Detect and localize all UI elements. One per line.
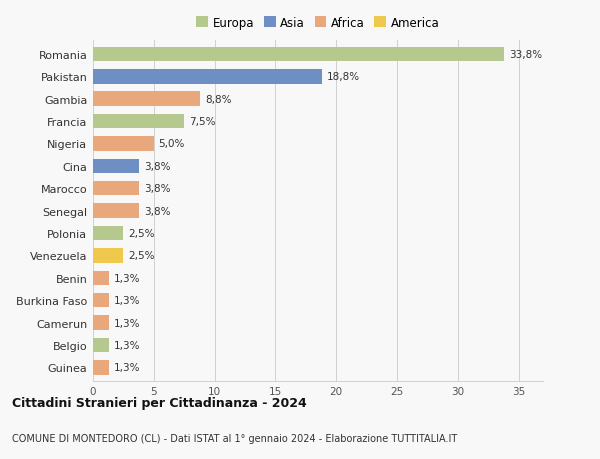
Legend: Europa, Asia, Africa, America: Europa, Asia, Africa, America bbox=[194, 14, 442, 32]
Text: 1,3%: 1,3% bbox=[113, 296, 140, 306]
Bar bbox=[93, 249, 124, 263]
Bar bbox=[93, 226, 124, 241]
Text: 2,5%: 2,5% bbox=[128, 229, 155, 239]
Text: 3,8%: 3,8% bbox=[144, 162, 170, 172]
Bar bbox=[93, 204, 139, 218]
Text: 5,0%: 5,0% bbox=[158, 139, 185, 149]
Bar bbox=[93, 137, 154, 151]
Bar bbox=[93, 293, 109, 308]
Text: 1,3%: 1,3% bbox=[113, 273, 140, 283]
Text: 2,5%: 2,5% bbox=[128, 251, 155, 261]
Text: 3,8%: 3,8% bbox=[144, 184, 170, 194]
Text: 3,8%: 3,8% bbox=[144, 206, 170, 216]
Bar bbox=[93, 114, 184, 129]
Bar bbox=[93, 360, 109, 375]
Text: 8,8%: 8,8% bbox=[205, 95, 232, 104]
Text: 1,3%: 1,3% bbox=[113, 318, 140, 328]
Bar bbox=[93, 271, 109, 285]
Bar bbox=[93, 316, 109, 330]
Text: 1,3%: 1,3% bbox=[113, 363, 140, 373]
Text: Cittadini Stranieri per Cittadinanza - 2024: Cittadini Stranieri per Cittadinanza - 2… bbox=[12, 396, 307, 409]
Text: 7,5%: 7,5% bbox=[189, 117, 215, 127]
Bar bbox=[93, 92, 200, 106]
Bar bbox=[93, 159, 139, 174]
Bar bbox=[93, 181, 139, 196]
Text: 18,8%: 18,8% bbox=[326, 72, 359, 82]
Text: 1,3%: 1,3% bbox=[113, 340, 140, 350]
Bar bbox=[93, 70, 322, 84]
Bar bbox=[93, 338, 109, 353]
Bar bbox=[93, 47, 504, 62]
Text: COMUNE DI MONTEDORO (CL) - Dati ISTAT al 1° gennaio 2024 - Elaborazione TUTTITAL: COMUNE DI MONTEDORO (CL) - Dati ISTAT al… bbox=[12, 433, 457, 442]
Text: 33,8%: 33,8% bbox=[509, 50, 542, 60]
